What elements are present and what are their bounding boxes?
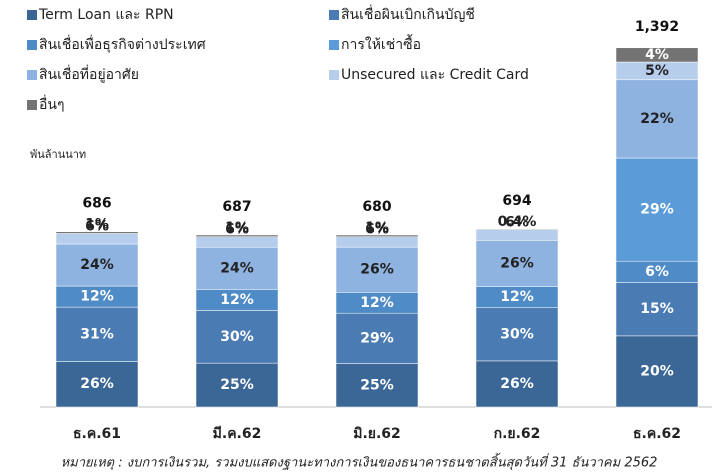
total-label: 686 — [82, 196, 111, 212]
bar-segment — [335, 363, 419, 408]
segment-label: 0.4% — [498, 214, 537, 230]
segment-label: 12% — [360, 295, 394, 311]
segment-label: 24% — [220, 260, 254, 276]
segment-label: 1% — [85, 217, 109, 233]
x-tick-label: มี.ค.62 — [213, 426, 262, 442]
legend-swatch — [27, 70, 37, 80]
segment-label: 15% — [640, 301, 674, 317]
segment-label: 25% — [360, 377, 394, 393]
bar-segment — [55, 361, 139, 408]
bar-segment — [55, 306, 139, 362]
segment-label: 26% — [500, 255, 534, 271]
segment-label: 12% — [500, 289, 534, 305]
bar-segment — [195, 234, 279, 237]
bar-segment — [335, 312, 419, 364]
legend-label: การให้เช่าซื้อ — [341, 34, 421, 53]
bar-segment — [615, 79, 699, 159]
x-tick-label: ธ.ค.61 — [73, 426, 121, 442]
bar-segment — [55, 243, 139, 287]
bar-segment — [475, 307, 559, 362]
bar-segment — [615, 335, 699, 408]
segment-label: 25% — [220, 377, 254, 393]
bar-segment — [195, 310, 279, 364]
legend-label: สินเชื่อผินเบิกเกินบัญชี — [341, 5, 475, 23]
legend-swatch — [329, 40, 339, 50]
legend-swatch — [27, 40, 37, 50]
bar-segment — [475, 229, 559, 241]
x-tick-label: ก.ย.62 — [494, 426, 541, 442]
legend-swatch — [27, 100, 37, 110]
total-label: 680 — [362, 199, 391, 215]
total-label: 687 — [222, 199, 251, 215]
legend-label: Term Loan และ RPN — [38, 7, 174, 23]
bar-segment — [195, 236, 279, 248]
bar-segment — [335, 236, 419, 248]
y-unit-label: พันล้านนาท — [30, 148, 86, 161]
legend-swatch — [329, 70, 339, 80]
segment-label: 20% — [640, 363, 674, 379]
segment-label: 12% — [80, 289, 114, 305]
segment-label: 12% — [220, 292, 254, 308]
bar-segment — [335, 246, 419, 293]
segment-label: 4% — [645, 47, 669, 63]
bar-segment — [55, 233, 139, 245]
segment-label: 5% — [645, 63, 669, 79]
segment-label: 29% — [360, 330, 394, 346]
legend-label: อื่นๆ — [39, 95, 65, 113]
segment-label: 1% — [225, 220, 249, 236]
legend-label: สินเชื่อเพื่อธุรกิจต่างประเทศ — [39, 35, 206, 53]
segment-label: 6% — [645, 264, 669, 280]
segment-label: 30% — [220, 329, 254, 345]
segment-label: 26% — [500, 376, 534, 392]
segment-label: 26% — [360, 262, 394, 278]
x-tick-label: มิ.ย.62 — [353, 426, 401, 442]
segment-label: 6% — [225, 222, 249, 238]
segment-label: 22% — [640, 111, 674, 127]
legend-swatch — [27, 10, 37, 20]
segment-label: 31% — [80, 326, 114, 342]
bar-segment — [615, 282, 699, 337]
segment-label: 1% — [365, 220, 389, 236]
segment-label: 26% — [80, 376, 114, 392]
bar-segment — [475, 228, 559, 230]
bar-segment — [55, 231, 139, 234]
bar-segment — [475, 360, 559, 408]
bar-segment — [335, 234, 419, 237]
x-tick-label: ธ.ค.62 — [633, 426, 681, 442]
segment-label: 24% — [80, 257, 114, 273]
segment-label: 6% — [85, 218, 109, 234]
bar-segment — [615, 157, 699, 262]
total-label: 694 — [502, 193, 531, 209]
footnote: หมายเหตุ : งบการเงินรวม, รวมงบแสดงฐานะทา… — [61, 453, 658, 471]
segment-label: 30% — [500, 326, 534, 342]
segment-label: 6% — [505, 215, 529, 231]
bar-segment — [195, 362, 279, 408]
legend-label: Unsecured และ Credit Card — [341, 67, 529, 83]
total-label: 1,392 — [635, 19, 679, 35]
legend-swatch — [329, 10, 339, 20]
segment-label: 6% — [365, 222, 389, 238]
legend-label: สินเชื่อที่อยู่อาศัย — [39, 65, 139, 83]
bar-segment — [615, 47, 699, 63]
segment-label: 29% — [640, 202, 674, 218]
bar-segment — [195, 247, 279, 290]
